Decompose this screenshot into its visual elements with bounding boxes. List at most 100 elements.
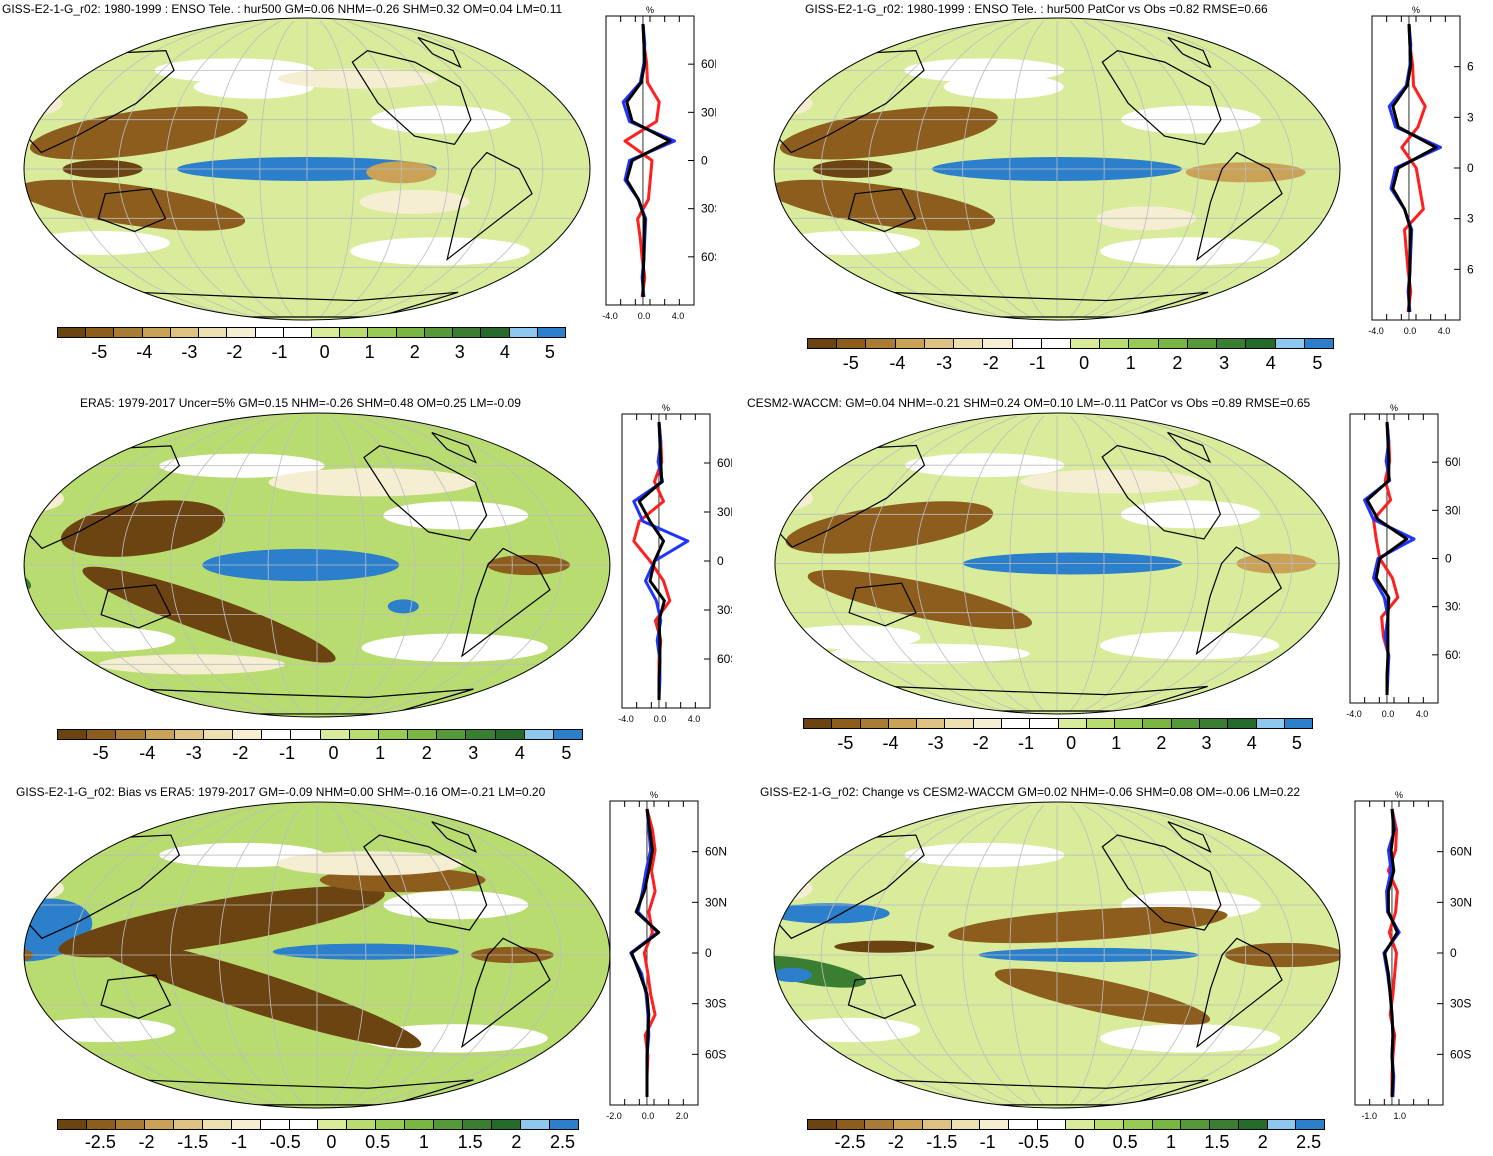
x-tick-label: 4.0 — [1438, 326, 1451, 336]
colorbar-swatch — [1143, 719, 1172, 728]
colorbar-label: 1 — [418, 1132, 429, 1152]
colorbar-swatch — [1267, 1120, 1297, 1129]
colorbar-swatch — [509, 328, 538, 337]
colorbar-swatch — [1123, 1120, 1153, 1129]
colorbar-swatch — [170, 328, 200, 337]
colorbar-labels: -5 -4 -3 -2 -1 0 1 2 3 4 5 — [803, 733, 1311, 757]
colorbar-swatch — [233, 730, 263, 739]
colorbar-label: 2.5 — [550, 1132, 576, 1152]
lat-label: 30S — [717, 603, 732, 617]
colorbar-label: -1 — [230, 1132, 248, 1152]
lat-label: 3 — [1467, 110, 1474, 124]
lat-label: 0 — [701, 154, 708, 168]
colorbar-swatch — [980, 1120, 1010, 1129]
colorbar-swatch — [405, 1120, 435, 1129]
profile-unit: % — [1412, 5, 1420, 15]
world-map — [774, 412, 1340, 715]
world-map — [23, 412, 611, 718]
colorbar-swatch — [320, 730, 350, 739]
lat-label: 30N — [701, 105, 716, 119]
colorbar-swatch — [347, 1120, 377, 1129]
profile-unit: % — [1390, 403, 1398, 413]
lat-label: 0 — [1445, 552, 1452, 566]
world-map — [23, 17, 591, 321]
x-tick-label: 0.0 — [642, 1111, 655, 1121]
colorbar-swatch — [549, 1120, 578, 1129]
colorbar-label: -5 — [842, 353, 859, 373]
colorbar-swatch — [1058, 719, 1087, 728]
colorbar-swatch — [408, 730, 438, 739]
colorbar-label: -1 — [979, 1132, 996, 1152]
colorbar-label: -4 — [882, 733, 899, 753]
colorbar-label: 0 — [328, 743, 339, 763]
colorbar-swatch — [521, 1120, 550, 1129]
colorbar-swatch — [87, 730, 117, 739]
colorbar-swatch — [116, 730, 146, 739]
colorbar-label: 0 — [1079, 353, 1090, 373]
colorbar — [807, 338, 1334, 349]
x-tick-label: 4.0 — [672, 311, 685, 321]
colorbar-swatch — [1152, 1120, 1182, 1129]
colorbar-swatch — [524, 730, 554, 739]
lat-label: 3 — [1467, 212, 1474, 226]
lat-label: 6 — [1467, 60, 1474, 74]
colorbar-swatch — [289, 1120, 319, 1129]
colorbar-swatch — [1296, 1120, 1324, 1129]
colorbar-label: 2 — [1257, 1132, 1268, 1152]
lat-label: 30N — [1445, 503, 1460, 517]
lat-label: 30N — [705, 895, 727, 909]
difference-line — [632, 421, 672, 700]
colorbar-label: -2.5 — [834, 1132, 866, 1152]
lat-label: 0 — [1467, 161, 1474, 175]
panel-title: CESM2-WACCM: GM=0.04 NHM=-0.21 SHM=0.24 … — [747, 396, 1311, 410]
colorbar-swatch — [924, 339, 955, 348]
zonal-mean-profile: % 60N 30N 0 30S 60S -4.0 0.0 4.0 — [602, 5, 716, 321]
colorbar-swatch — [888, 719, 918, 728]
x-tick-label: 4.0 — [688, 714, 701, 724]
colorbar-label: 1.5 — [1204, 1132, 1230, 1152]
colorbar-label: -3 — [181, 342, 198, 362]
colorbar-swatch — [114, 328, 143, 337]
colorbar-swatch — [1187, 339, 1218, 348]
profile-unit: % — [662, 403, 670, 413]
colorbar-labels: -5 -4 -3 -2 -1 0 1 2 3 4 5 — [57, 743, 581, 767]
colorbar — [803, 718, 1313, 729]
model-line — [1365, 421, 1409, 695]
lat-label: 30S — [1450, 997, 1471, 1011]
x-tick-label: 0.0 — [638, 311, 651, 321]
lat-label: 60N — [705, 845, 727, 859]
colorbar-swatch — [434, 1120, 464, 1129]
colorbar-label: 2 — [1172, 353, 1183, 373]
colorbar-swatch — [262, 730, 292, 739]
colorbar-swatch — [58, 328, 87, 337]
colorbar-label: -4 — [139, 743, 156, 763]
zonal-mean-profile: % 60N 30N 0 30S 60S -4.0 0.0 4.0 — [618, 403, 732, 724]
colorbar-label: -1 — [1029, 353, 1046, 373]
colorbar-label: 4 — [499, 342, 510, 362]
x-tick-label: -4.0 — [1346, 709, 1362, 719]
colorbar-swatch — [894, 1120, 923, 1129]
colorbar-swatch — [199, 328, 228, 337]
world-map — [23, 801, 611, 1109]
zonal-mean-profile: % 60N 30N 0 30S 60S -4.0 0.0 4.0 — [1346, 403, 1460, 719]
colorbar-swatch — [376, 1120, 406, 1129]
lat-label: 30N — [717, 505, 732, 519]
world-map — [773, 801, 1341, 1109]
zonal-mean-profile: % 60N 30N 0 30S 60S -2.0 0.0 2.0 — [606, 790, 727, 1121]
colorbar-swatch — [115, 1120, 145, 1129]
colorbar-label: 2 — [409, 342, 420, 362]
x-tick-label: 0.0 — [654, 714, 667, 724]
colorbar-label: 1.5 — [457, 1132, 483, 1152]
colorbar-label: -5 — [92, 743, 109, 763]
colorbar-label: 4 — [1246, 733, 1257, 753]
colorbar-label: 5 — [1291, 733, 1302, 753]
colorbar-swatch — [231, 1120, 261, 1129]
colorbar-swatch — [227, 328, 256, 337]
colorbar-swatch — [260, 1120, 290, 1129]
lat-label: 60N — [701, 57, 716, 71]
colorbar-swatch — [537, 328, 565, 337]
x-tick-label: 0.0 — [1382, 709, 1395, 719]
colorbar-swatch — [1070, 339, 1101, 348]
colorbar-label: 0.5 — [365, 1132, 391, 1152]
colorbar-swatch — [860, 719, 889, 728]
